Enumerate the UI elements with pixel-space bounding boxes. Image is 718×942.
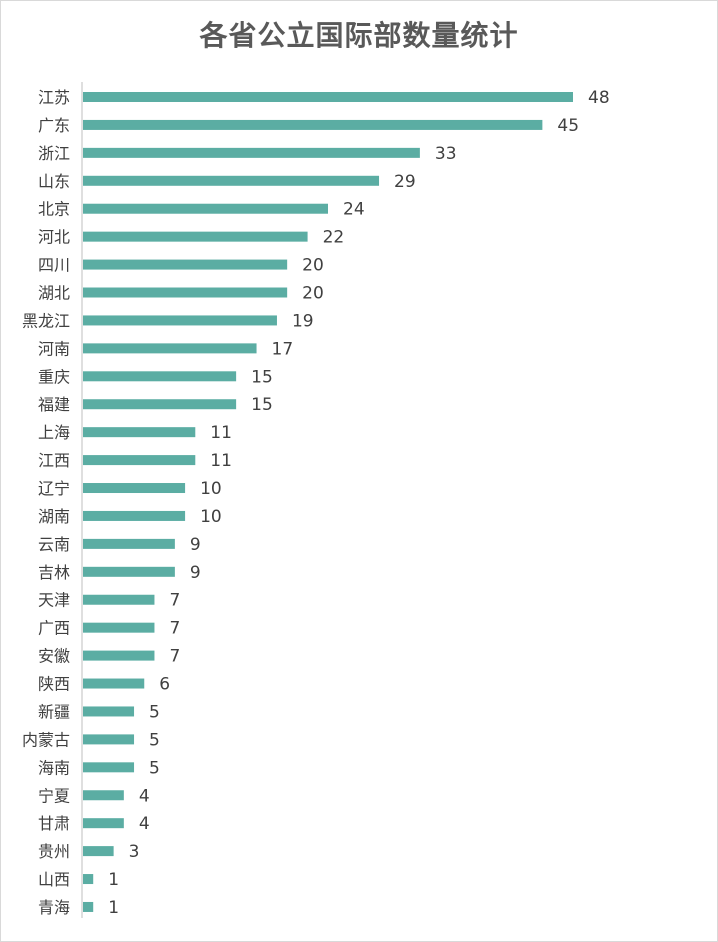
- category-label: 广西: [38, 619, 70, 638]
- bar: [83, 399, 237, 410]
- category-label: 云南: [38, 535, 70, 554]
- bar: [83, 203, 328, 214]
- category-label: 福建: [38, 395, 70, 414]
- category-label: 安徽: [38, 647, 70, 666]
- value-label: 15: [251, 367, 273, 387]
- value-label: 6: [159, 675, 170, 695]
- bar: [83, 622, 155, 633]
- bar: [83, 483, 186, 494]
- bar: [83, 566, 175, 577]
- value-label: 17: [272, 339, 294, 359]
- value-label: 20: [302, 256, 324, 276]
- bar: [83, 231, 308, 242]
- category-label: 湖北: [38, 284, 70, 303]
- category-label: 贵州: [38, 842, 70, 861]
- value-label: 11: [210, 451, 232, 471]
- value-label: 1: [108, 870, 119, 890]
- category-label: 广东: [38, 116, 70, 135]
- bar: [83, 287, 288, 298]
- bar: [83, 678, 145, 689]
- value-label: 1: [108, 898, 119, 918]
- category-label: 重庆: [38, 367, 70, 386]
- bars: [83, 92, 573, 912]
- category-label: 辽宁: [38, 479, 70, 498]
- value-label: 7: [169, 591, 180, 611]
- category-label: 甘肃: [38, 814, 70, 833]
- value-label: 45: [557, 116, 579, 136]
- bar: [83, 650, 155, 661]
- value-label: 5: [149, 758, 160, 778]
- bar: [83, 538, 175, 549]
- category-label: 山西: [38, 870, 70, 889]
- category-label: 北京: [38, 200, 70, 219]
- category-label: 内蒙古: [22, 730, 70, 749]
- bar: [83, 371, 237, 382]
- category-label: 江西: [38, 451, 70, 470]
- bar: [83, 762, 135, 773]
- value-label: 9: [190, 535, 201, 555]
- bar: [83, 343, 257, 354]
- value-label: 22: [323, 228, 345, 248]
- category-label: 河北: [38, 228, 70, 247]
- value-label: 15: [251, 395, 273, 415]
- value-label: 20: [302, 284, 324, 304]
- category-label: 新疆: [38, 702, 70, 721]
- value-label: 33: [435, 144, 457, 164]
- bar: [83, 259, 288, 270]
- value-label: 7: [169, 647, 180, 667]
- category-label: 上海: [38, 423, 70, 442]
- category-label: 海南: [38, 758, 70, 777]
- bar: [83, 315, 277, 326]
- category-label: 青海: [38, 898, 70, 917]
- value-labels: 4845332924222020191715151111101099777655…: [108, 88, 609, 918]
- value-label: 7: [169, 619, 180, 639]
- category-label: 宁夏: [38, 786, 70, 805]
- value-label: 19: [292, 311, 314, 331]
- bar: [83, 901, 94, 912]
- value-label: 5: [149, 730, 160, 750]
- bar: [83, 734, 135, 745]
- bar: [83, 874, 94, 885]
- value-label: 4: [139, 814, 150, 834]
- bar: [83, 455, 196, 466]
- category-label: 江苏: [38, 88, 70, 107]
- category-label: 黑龙江: [22, 311, 70, 330]
- value-label: 3: [129, 842, 140, 862]
- value-label: 29: [394, 172, 416, 192]
- bar: [83, 119, 543, 130]
- bar: [83, 147, 420, 158]
- value-label: 5: [149, 702, 160, 722]
- value-label: 9: [190, 563, 201, 583]
- value-label: 24: [343, 200, 365, 220]
- bar: [83, 427, 196, 438]
- value-label: 10: [200, 507, 222, 527]
- category-label: 山东: [38, 172, 70, 191]
- bar: [83, 92, 573, 102]
- bar: [83, 594, 155, 605]
- category-labels: 江苏广东浙江山东北京河北四川湖北黑龙江河南重庆福建上海江西辽宁湖南云南吉林天津广…: [22, 88, 70, 917]
- category-label: 河南: [38, 339, 70, 358]
- bar: [83, 175, 380, 186]
- category-label: 湖南: [38, 507, 70, 526]
- value-label: 48: [588, 88, 610, 108]
- category-label: 天津: [38, 591, 70, 610]
- bar: [83, 790, 124, 801]
- category-label: 陕西: [38, 675, 70, 694]
- bar: [83, 510, 186, 521]
- bar: [83, 706, 135, 717]
- bar: [83, 818, 124, 829]
- category-label: 浙江: [38, 144, 70, 163]
- value-label: 10: [200, 479, 222, 499]
- value-label: 4: [139, 786, 150, 806]
- value-label: 11: [210, 423, 232, 443]
- bar: [83, 846, 114, 857]
- chart-title: 各省公立国际部数量统计: [199, 19, 519, 52]
- category-label: 四川: [38, 256, 70, 275]
- category-label: 吉林: [38, 563, 70, 582]
